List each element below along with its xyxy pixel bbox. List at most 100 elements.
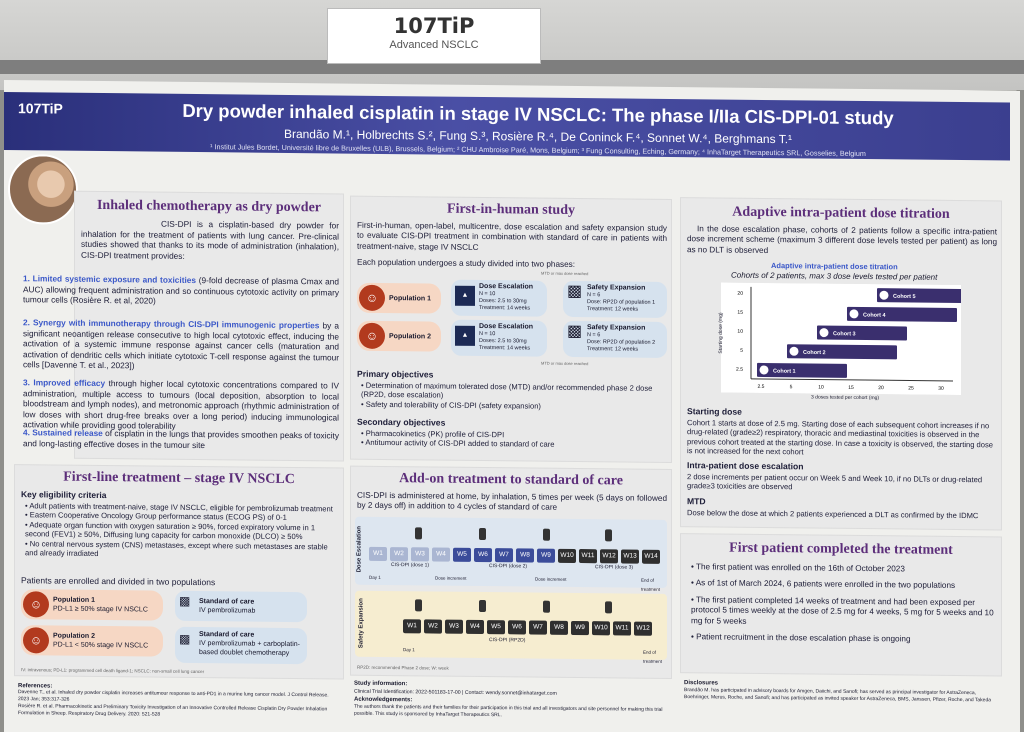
x-axis-label: 3 doses tested per cohort (mg)	[811, 394, 880, 402]
infusion-vial-icon	[415, 527, 422, 540]
y-tick-label: 5	[740, 348, 743, 354]
poster-header: 107TiP Dry powder inhaled cisplatin in s…	[4, 92, 1010, 161]
safety-expansion-1-box: ▩ Safety Expansion N = 6 Dose: RP2D of popu…	[563, 280, 667, 318]
week-cell: W10	[592, 621, 610, 636]
infusion-vial-icon	[479, 599, 486, 613]
week-cell: W12	[634, 621, 652, 636]
criteria-title: Key eligibility criteria	[21, 489, 107, 501]
poster-number-sign: 107TiP Advanced NSCLC	[327, 8, 541, 64]
cohort-bar	[787, 344, 897, 360]
people-icon: ☺	[359, 284, 385, 311]
week-cell: W2	[390, 547, 408, 562]
infusion-vial-icon	[479, 527, 486, 541]
section-title: First patient completed the treatment	[729, 540, 953, 558]
intra-patient-text: 2 dose increments per patient occur on W…	[687, 472, 983, 492]
population-1-box: ☺ Population 1 PD-L1 ≥ 50% stage IV NSCLC	[21, 589, 163, 621]
week-cell: W14	[642, 549, 660, 564]
week-cell: W2	[424, 619, 442, 634]
cohort-label: Cohort 5	[893, 294, 916, 300]
x-tick-label: 20	[878, 385, 884, 391]
week-row-escalation: W1 W2 W3 W4 W5 W6 W7 W8 W9 W10 W11 W12 W13 W14	[355, 517, 667, 564]
criteria-list: • Adult patients with treatment-naive, s…	[25, 501, 335, 561]
intro-text: CIS-DPI is a cisplatin-based dry powder …	[81, 218, 339, 261]
y-tick-label: 2.5	[736, 367, 743, 373]
infusion-vial-icon	[415, 599, 422, 612]
safety-expansion-2-box: ▩ Safety Expansion N = 6 Dose: RP2D of popu…	[563, 320, 667, 358]
week-cell: W3	[445, 619, 463, 634]
footnote: RP2D: recommended Phase 2 dose; W: week	[357, 664, 449, 671]
disclosures: Disclosures Brandão M. has participated …	[684, 680, 992, 703]
poster: 107TiP Dry powder inhaled cisplatin in s…	[4, 80, 1020, 732]
sign-code: 107TiP	[393, 14, 475, 38]
population-1-box: ☺ Population 1	[357, 282, 441, 314]
people-icon	[879, 290, 889, 300]
inhaler-photo	[8, 154, 78, 225]
week-cell: W7	[529, 620, 547, 635]
week-cell: W12	[600, 549, 618, 564]
escalation-timeline: Dose Escalation W1 W2 W3 W4 W5 W6 W7 W8 W9 W10 W11…	[355, 516, 667, 592]
intro-text: First-in-human, open-label, multicentre,…	[357, 220, 667, 252]
week-cell: W5	[487, 620, 505, 635]
criterion: • No central nervous system (CNS) metast…	[25, 538, 328, 559]
population-2-box: ☺ Population 2 PD-L1 < 50% stage IV NSCLC	[21, 625, 163, 657]
infusion-vial-icon	[605, 529, 612, 542]
week-cell: W11	[579, 549, 597, 564]
x-tick-label: 2.5	[758, 384, 765, 390]
section-title: Add-on treatment to standard of care	[399, 471, 623, 489]
benefit-3: 3. Improved efficacy through higher loca…	[23, 377, 339, 431]
infusion-vial-icon	[605, 601, 612, 614]
sign-subtitle: Advanced NSCLC	[389, 39, 479, 51]
week-cell: W9	[537, 548, 555, 563]
references: References: Davenne T., et al. Inhaled d…	[18, 683, 329, 718]
soc-1-box: ▩ Standard of care IV pembrolizumab	[175, 590, 307, 623]
cohort-label: Cohort 3	[833, 331, 856, 337]
add-on-section: Add-on treatment to standard of care CIS…	[350, 465, 672, 679]
chart-icon: ▲	[455, 285, 475, 306]
people-icon	[819, 328, 829, 338]
section-title: Adaptive intra-patient dose titration	[732, 204, 950, 222]
starting-dose-title: Starting dose	[687, 406, 742, 417]
week-cell: W11	[613, 621, 631, 636]
dose-escalation-1-box: ▲ Dose Escalation N = 10 Doses: 2.5 to 30mg…	[451, 279, 547, 317]
week-cell: W4	[466, 619, 484, 635]
section-title: First-line treatment – stage IV NSCLC	[63, 469, 295, 488]
mtd-title: MTD	[687, 496, 706, 507]
primary-objectives-title: Primary objectives	[357, 368, 434, 380]
week-row-expansion: W1 W2 W3 W4 W5 W6 W7 W8 W9 W10 W11 W12	[355, 591, 667, 636]
chart-subtitle: Cohorts of 2 patients, max 3 dose levels…	[731, 270, 938, 282]
people-icon: ☺	[23, 627, 49, 654]
week-cell: W8	[550, 620, 568, 635]
people-icon	[849, 309, 859, 319]
infusion-bag-icon: ▩	[179, 593, 191, 608]
people-icon	[789, 346, 799, 356]
footnote: IV: intravenous; PD-L1: programmed cell …	[21, 667, 205, 675]
addon-text: CIS-DPI is administered at home, by inha…	[357, 490, 667, 513]
intra-patient-title: Intra-patient dose escalation	[687, 460, 804, 472]
infusion-vial-icon	[543, 600, 550, 613]
cohort-label: Cohort 1	[773, 369, 796, 375]
section-title: Inhaled chemotherapy as dry powder	[96, 197, 321, 216]
week-cell: W6	[474, 547, 492, 563]
y-tick-label: 20	[737, 291, 743, 297]
week-cell: W5	[453, 547, 471, 562]
results-list: • The first patient was enrolled on the …	[691, 562, 994, 644]
x-tick-label: 15	[848, 385, 854, 391]
pill-bottle-icon: ▩	[567, 282, 583, 301]
y-tick-label: 15	[737, 310, 743, 316]
week-cell: W3	[411, 547, 429, 562]
secondary-list: • Pharmacokinetics (PK) profile of CIS-D…	[361, 428, 555, 450]
benefit-1: 1. Limited systemic exposure and toxicit…	[23, 273, 340, 306]
x-axis	[751, 378, 953, 382]
benefit-2: 2. Synergy with immunotherapy through CI…	[23, 317, 339, 371]
adaptive-section: Adaptive intra-patient dose titration In…	[680, 197, 1002, 531]
primary-list: • Determination of maximum tolerated dos…	[361, 380, 653, 411]
mtd-text: Dose below the dose at which 2 patients …	[687, 508, 979, 521]
poster-code: 107TiP	[18, 100, 63, 117]
starting-dose-text: Cohort 1 starts at dose of 2.5 mg. Start…	[687, 418, 994, 457]
cohort-label: Cohort 2	[803, 350, 826, 356]
x-tick-label: 30	[938, 386, 944, 392]
expansion-timeline: Safety Expansion W1 W2 W3 W4 W5 W6 W7 W8 W9 W10 W1…	[355, 590, 667, 664]
secondary-objectives-title: Secondary objectives	[357, 416, 446, 428]
study-info: Study information: Clinical Trial Identi…	[354, 680, 663, 718]
chart-title: Adaptive intra-patient dose titration	[771, 261, 898, 272]
